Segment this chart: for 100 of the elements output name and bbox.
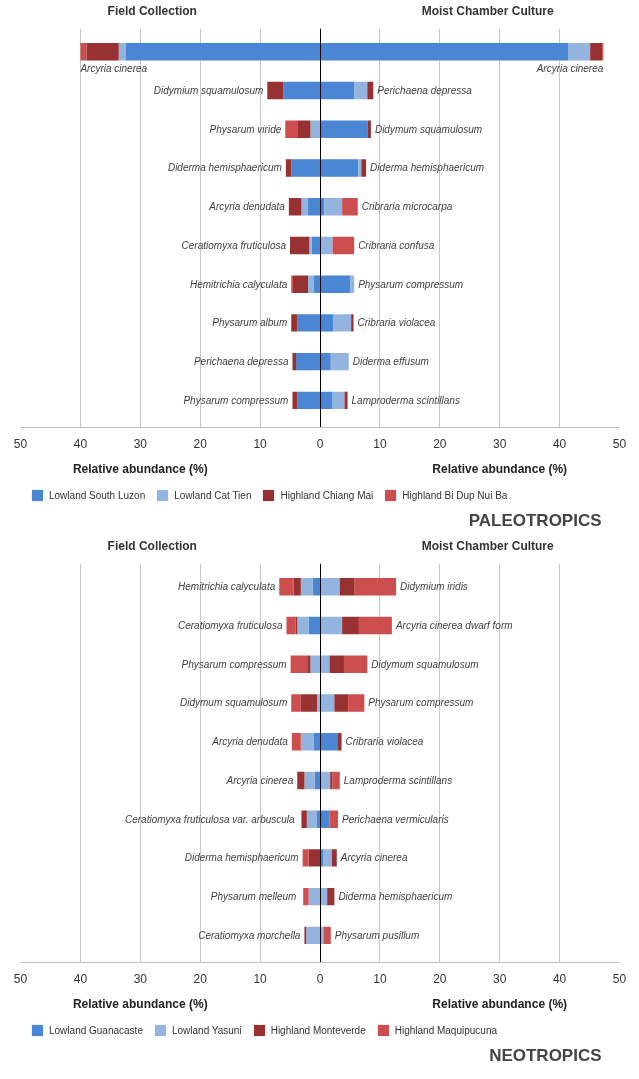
bar <box>308 275 315 293</box>
x-tick-label: 10 <box>373 971 387 986</box>
bar <box>308 849 320 867</box>
bar <box>80 43 87 61</box>
legend-label: Lowland Guanacaste <box>49 1024 143 1036</box>
y2-tick-label: Perichaena vermicularis <box>341 813 449 825</box>
x-tick-label: 30 <box>493 971 507 986</box>
x-tick-label: 40 <box>552 436 567 451</box>
legend-label: Highland Monteverde <box>270 1024 366 1036</box>
bar <box>320 578 340 596</box>
bar <box>334 694 349 712</box>
y-tick-label: Physarum melleum <box>210 891 297 903</box>
bar <box>293 578 301 596</box>
x-tick-label: 30 <box>133 971 148 986</box>
x-tick-label: 20 <box>193 436 208 451</box>
y2-tick-label: Physarum pusillum <box>334 929 420 941</box>
y-tick-label: Perichaena depressa <box>193 356 289 368</box>
x-tick-label: 50 <box>13 436 28 451</box>
x-tick-label: 20 <box>193 971 208 986</box>
bar <box>302 849 309 867</box>
text: Relative abundance (%) <box>432 461 568 476</box>
x-tick-label: 30 <box>133 436 148 451</box>
y2-tick-label: Perichaena depressa <box>377 84 473 96</box>
bar <box>351 314 354 332</box>
x-tick-label: 30 <box>493 436 507 451</box>
bar <box>333 314 352 332</box>
y-tick-label: Physarum compressum <box>183 394 289 406</box>
y2-tick-label: Diderma hemisphaericum <box>338 891 453 903</box>
text: Relative abundance (%) <box>432 996 568 1011</box>
bar <box>301 810 307 828</box>
bar <box>304 771 315 790</box>
y-tick-label: Arcyria denudata <box>211 736 289 748</box>
bar <box>339 578 355 596</box>
bar <box>309 236 312 255</box>
bar <box>293 275 309 293</box>
x-tick-label: 10 <box>253 436 268 451</box>
bar <box>337 732 342 751</box>
y2-tick-label: Didymum squamulosum <box>371 658 479 670</box>
x-axis-title: Relative abundance (%) <box>72 461 208 476</box>
bar <box>320 236 333 255</box>
bar <box>300 578 313 596</box>
x-tick-label: 0 <box>316 436 324 451</box>
text: Moist Chamber Culture <box>421 3 555 18</box>
x-tick-label: 10 <box>253 971 268 986</box>
y-tick-label: Hemitrichia calyculata <box>178 581 276 593</box>
bar <box>329 810 338 828</box>
bar <box>312 578 320 596</box>
y2-tick-label: Cribraria violacea <box>357 317 436 329</box>
bar <box>297 120 311 138</box>
bar <box>358 159 362 177</box>
legend-label: Lowland South Luzon <box>49 489 146 501</box>
y2-tick-label: Cribraria microcarpa <box>361 201 453 213</box>
bar <box>354 578 397 596</box>
y2-tick-label: Didymum squamulosum <box>374 123 483 135</box>
x-tick-label: 0 <box>316 971 324 986</box>
bar <box>343 655 368 673</box>
text: PALEOTROPICS <box>468 510 602 530</box>
bar <box>288 197 302 216</box>
text: Field Collection <box>107 3 197 18</box>
bar <box>285 120 298 138</box>
bar <box>118 43 126 61</box>
text: Field Collection <box>107 538 197 553</box>
bar <box>567 43 591 61</box>
x-tick-label: 50 <box>13 971 28 986</box>
bar <box>320 694 335 712</box>
y-tick-label: Didymum squamulosum <box>179 697 288 709</box>
y-tick-label: Hemitrichia calyculata <box>189 278 288 290</box>
x-tick-label: 40 <box>73 436 88 451</box>
bar <box>291 314 298 332</box>
bar <box>306 926 320 945</box>
y-tick-label: Diderma hemisphaericum <box>167 162 282 174</box>
bar <box>291 732 301 751</box>
bar <box>308 616 320 635</box>
y2-tick-label: Arcyria cinerea dwarf form <box>394 619 513 631</box>
bar <box>297 616 309 635</box>
y-tick-label: Diderma hemisphaericum <box>184 852 299 864</box>
bar <box>311 236 320 255</box>
y-tick-label: Ceratiomyxa fruticulosa <box>181 239 287 251</box>
bar <box>330 771 333 790</box>
bar <box>358 616 392 635</box>
bar <box>292 391 298 410</box>
bar <box>348 694 365 712</box>
y-tick-label: Ceratiomyxa fruticulosa <box>177 619 283 631</box>
bar <box>361 159 367 177</box>
y-tick-label: Ceratiomyxa morchella <box>198 929 301 941</box>
x-tick-label: 10 <box>373 436 387 451</box>
y2-tick-label: Didymium iridis <box>400 581 468 593</box>
legend-label: Lowland Cat Tien <box>174 489 252 501</box>
x-tick-label: 20 <box>433 971 447 986</box>
bar <box>279 578 294 596</box>
bar <box>320 120 368 138</box>
x-axis-title: Relative abundance (%) <box>72 996 208 1011</box>
y-tick-label: Physarum album <box>212 317 288 329</box>
legend-label: Highland Maquipucuna <box>394 1024 498 1036</box>
x-tick-label: 50 <box>612 436 627 451</box>
bar <box>297 771 305 790</box>
bar <box>332 771 340 790</box>
bar <box>306 810 318 828</box>
x-tick-label: 40 <box>73 971 88 986</box>
y-tick-label: Arcyria denudata <box>208 201 286 213</box>
